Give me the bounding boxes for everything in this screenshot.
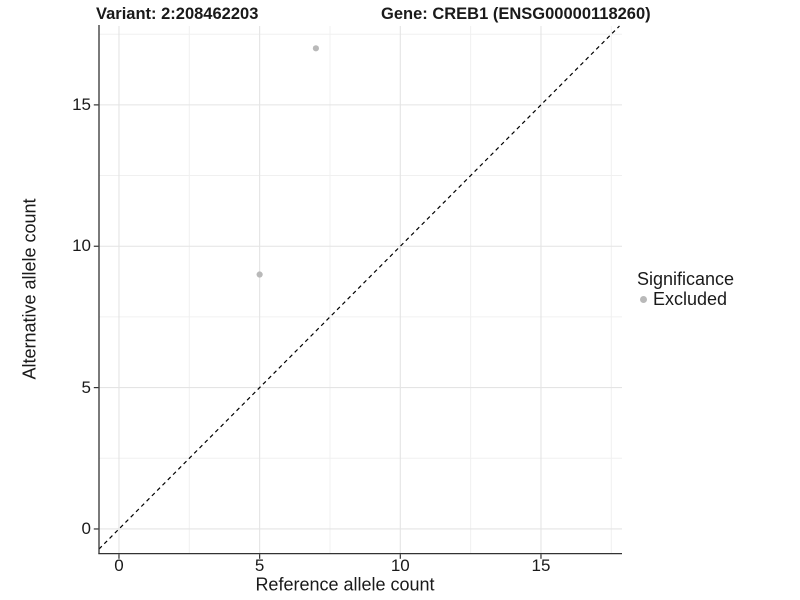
plot-title-gene: Gene: CREB1 (ENSG00000118260) (381, 5, 651, 23)
plot-title-variant: Variant: 2:208462203 (96, 5, 259, 23)
y-tick-label: 15 (72, 94, 91, 114)
x-axis-title: Reference allele count (255, 574, 435, 595)
x-tick-label: 15 (531, 556, 551, 575)
x-tick-label: 5 (254, 556, 265, 575)
y-tick-label: 0 (81, 518, 91, 538)
data-point (312, 45, 320, 52)
data-point (256, 271, 263, 278)
legend-point-swatch (640, 295, 647, 303)
y-tick-label: 5 (81, 377, 91, 397)
legend-item-excluded: Excluded (637, 289, 734, 309)
legend-item-label: Excluded (653, 289, 728, 309)
identity-reference-line (98, 25, 620, 550)
y-axis-title: Alternative allele count (19, 198, 40, 380)
x-tick-label: 0 (114, 556, 124, 575)
x-tick-label: 10 (390, 556, 410, 575)
y-tick-label: 10 (72, 236, 91, 256)
legend: Significance Excluded (637, 269, 734, 309)
legend-title: Significance (637, 269, 735, 289)
